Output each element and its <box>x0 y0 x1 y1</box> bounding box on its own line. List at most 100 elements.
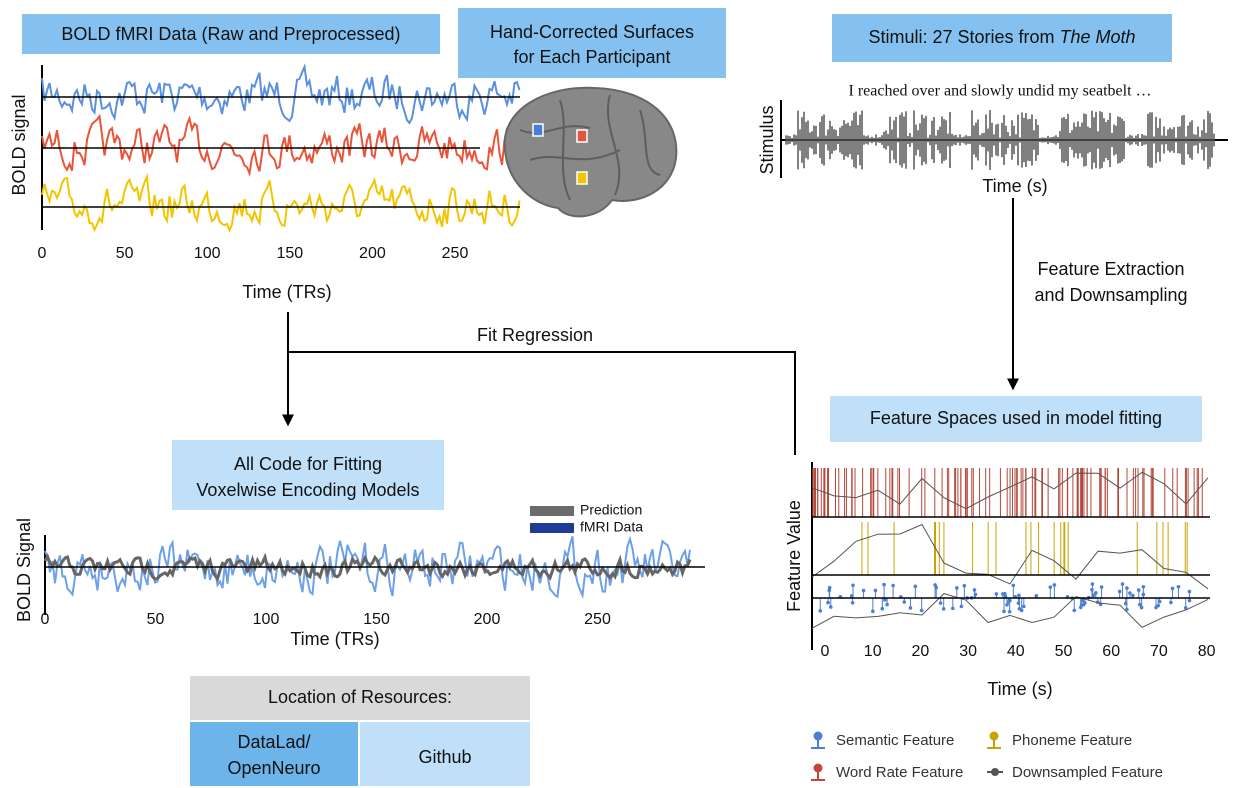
resource-cell[interactable] <box>360 722 530 786</box>
x-tick-label: 250 <box>442 245 469 262</box>
resource-label: OpenNeuro <box>227 758 320 778</box>
semantic-dot <box>1007 609 1012 614</box>
semantic-dot <box>1139 605 1144 610</box>
x-tick-label: 30 <box>959 643 977 660</box>
semantic-dot <box>902 600 907 604</box>
legend-label: Prediction <box>580 502 642 518</box>
resource-cell[interactable] <box>190 722 358 786</box>
semantic-dot <box>883 598 887 602</box>
semantic-dot <box>826 600 830 605</box>
x-tick-label: 100 <box>253 611 280 628</box>
semantic-dot <box>1017 607 1022 611</box>
semantic-dot <box>1002 609 1006 614</box>
semantic-dot <box>1117 589 1122 594</box>
brain <box>503 86 678 218</box>
signal <box>41 113 521 177</box>
x-tick-label: 200 <box>474 611 501 628</box>
legend-label: Phoneme Feature <box>1012 732 1132 749</box>
semantic-dot <box>827 588 832 593</box>
x-tick-label: 40 <box>1007 643 1025 660</box>
stimuli-title-text: Stimuli: 27 Stories from <box>868 27 1054 47</box>
prediction-trace <box>43 552 692 583</box>
title-box <box>832 14 1172 62</box>
semantic-dot <box>1136 588 1141 592</box>
title-box <box>172 440 444 510</box>
x-tick-label: 50 <box>1055 643 1073 660</box>
semantic-dot <box>1078 605 1083 610</box>
signal <box>41 172 521 234</box>
semantic-dot <box>1176 584 1181 589</box>
fmri-trace <box>44 535 691 600</box>
transcript: I reached over and slowly undid my seatb… <box>848 83 1151 100</box>
semantic-dot <box>1154 605 1158 610</box>
semantic-dot <box>913 584 918 589</box>
resources-header <box>190 676 530 720</box>
semantic-dot <box>1125 607 1129 612</box>
x-tick-label: 20 <box>912 643 930 660</box>
semantic-dot <box>827 585 832 590</box>
semantic-dot <box>1170 586 1175 591</box>
x-tick-label: 70 <box>1150 643 1168 660</box>
downsampled <box>811 593 1209 629</box>
arrow-label: Feature Extraction <box>1037 259 1184 279</box>
semantic-dot <box>919 608 924 613</box>
semantic-dot <box>938 601 943 605</box>
x-tick-label: 80 <box>1198 643 1216 660</box>
semantic-dot <box>1034 593 1039 598</box>
title-box <box>830 396 1202 442</box>
semantic-dot <box>972 588 977 592</box>
legend-swatch <box>530 523 574 533</box>
semantic-dot <box>934 585 939 590</box>
semantic-dot <box>1099 585 1104 589</box>
semantic-dot <box>1120 582 1125 586</box>
semantic-dot <box>891 583 895 588</box>
legend-symbol <box>991 768 999 776</box>
semantic-dot <box>1128 591 1132 595</box>
x-label: Time (TRs) <box>290 629 379 649</box>
semantic-dot <box>1123 601 1128 606</box>
x-tick-label: 0 <box>38 245 47 262</box>
x-tick-label: 150 <box>276 245 303 262</box>
semantic-dot <box>882 582 886 587</box>
semantic-dot <box>955 586 959 590</box>
semantic-dot <box>1052 583 1057 587</box>
semantic-dot <box>851 583 855 588</box>
bold-title: BOLD fMRI Data (Raw and Preprocessed) <box>61 24 400 44</box>
semantic-dot <box>1137 602 1142 607</box>
semantic-dot <box>1131 593 1135 598</box>
x-tick-label: 60 <box>1102 643 1120 660</box>
title-box <box>22 14 440 54</box>
surfaces-title: Hand-Corrected Surfaces <box>490 22 694 42</box>
downsampled <box>811 471 1209 510</box>
surfaces-title: for Each Participant <box>513 47 670 67</box>
semantic-dot <box>818 609 823 613</box>
x-tick-label: 50 <box>116 245 134 262</box>
semantic-dot <box>871 609 875 614</box>
x-tick-label: 150 <box>363 611 390 628</box>
semantic-dot <box>908 606 913 610</box>
semantic-dot <box>959 604 964 609</box>
connector <box>288 351 796 455</box>
semantic-dot <box>1081 602 1086 607</box>
semantic-dot <box>1125 586 1129 590</box>
legend-label: Downsampled Feature <box>1012 764 1163 781</box>
semantic-dot <box>1093 591 1098 595</box>
semantic-dot <box>973 592 978 597</box>
title-box <box>458 8 726 78</box>
semantic-dot <box>1021 604 1026 609</box>
y-label: BOLD Signal <box>14 518 34 622</box>
x-label: Time (TRs) <box>242 282 331 302</box>
semantic-dot <box>1141 592 1146 597</box>
resource-label: Github <box>418 747 471 767</box>
legend-symbol <box>813 763 823 773</box>
semantic-dot <box>1011 583 1016 588</box>
semantic-dot <box>951 606 955 611</box>
semantic-dot <box>1048 585 1053 589</box>
semantic-dot <box>1157 599 1162 604</box>
semantic-dot <box>994 592 999 596</box>
legend-label: Word Rate Feature <box>836 764 963 781</box>
x-tick-label: 100 <box>194 245 221 262</box>
downsampled <box>811 523 1209 590</box>
semantic-dot <box>1141 584 1146 589</box>
